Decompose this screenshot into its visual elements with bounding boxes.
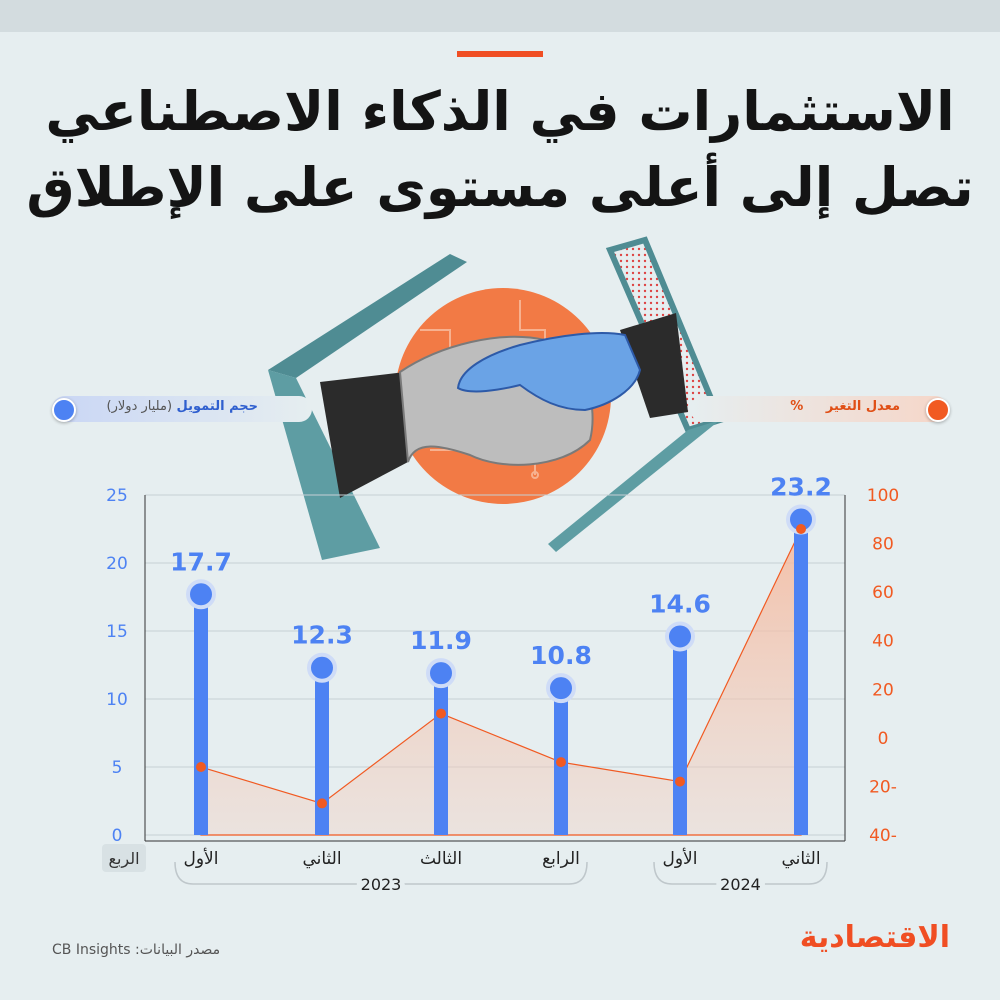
change-rate-point [317, 798, 327, 809]
funding-bar-cap [426, 658, 456, 689]
left-tick-label: 25 [106, 486, 128, 506]
top-bar [0, 0, 1000, 32]
change-rate-points [196, 524, 806, 809]
left-tick-label: 20 [106, 554, 128, 574]
funding-bar [673, 636, 687, 835]
change-legend-label: معدل التغير [825, 399, 900, 414]
change-rate-area [200, 528, 802, 836]
funding-bar-cap [665, 621, 695, 652]
right-tick-label: 0 [878, 729, 889, 749]
year-groups: 2023 2024 [174, 861, 828, 899]
title-line-1: الاستثمارات في الذكاء الاصطناعي [45, 80, 955, 143]
left-laptop-screen [268, 254, 467, 378]
change-legend: معدل التغير % [740, 399, 900, 414]
title-accent-line [457, 51, 543, 57]
right-laptop-base [548, 420, 720, 552]
bar-value-label: 12.3 [291, 621, 353, 650]
title-line-2: تصل إلى أعلى مستوى على الإطلاق [26, 156, 974, 219]
funding-bar-cap [307, 652, 337, 683]
handshake-illustration [268, 236, 725, 560]
year-label: 2023 [361, 875, 402, 894]
bar-value-label: 17.7 [170, 547, 232, 576]
change-rate-point [196, 762, 206, 772]
left-tick-label: 10 [106, 690, 128, 710]
funding-legend: حجم التمويل (مليار دولار) [88, 399, 258, 414]
right-tick-label: 20- [869, 777, 897, 797]
funding-legend-dot-icon [52, 398, 76, 422]
bar-value-labels: 17.7 12.3 11.9 10.8 14.6 23.2 [170, 472, 832, 670]
left-tick-label: 5 [112, 758, 123, 778]
right-tick-label: 80 [872, 535, 894, 555]
quarter-labels: الأول الثاني الثالث الرابع الأول الثاني [184, 848, 821, 869]
funding-bar [794, 519, 808, 835]
change-legend-dot-icon [926, 398, 950, 422]
year-bracket [174, 861, 588, 885]
left-tick-label: 15 [106, 622, 128, 642]
funding-bar [315, 667, 329, 835]
funding-bar [434, 673, 448, 835]
change-legend-pill [690, 396, 948, 422]
right-tick-label: 20 [872, 680, 894, 700]
quarter-axis-label: الربع [108, 849, 139, 869]
left-axis: 0 5 10 15 20 25 [106, 486, 128, 846]
robot-hand [456, 332, 642, 412]
right-tick-label: 40 [872, 632, 894, 652]
right-axis: 40- 20- 0 20 40 60 80 100 [867, 486, 899, 846]
data-source: مصدر البيانات: CB Insights [52, 942, 221, 958]
quarter-axis-label-box [102, 844, 146, 872]
funding-bars [186, 504, 816, 835]
bar-value-label: 11.9 [410, 626, 472, 655]
quarter-label: الثاني [302, 849, 341, 869]
bar-value-label: 23.2 [770, 472, 832, 501]
funding-legend-unit: (مليار دولار) [106, 399, 173, 414]
bar-value-label: 10.8 [530, 641, 592, 670]
human-sleeve [320, 372, 408, 498]
funding-bar-cap [186, 579, 216, 610]
left-tick-label: 0 [112, 826, 123, 846]
funding-legend-label: حجم التمويل [176, 399, 258, 414]
funding-bar [194, 594, 208, 835]
bar-value-label: 14.6 [649, 589, 711, 618]
change-rate-point [675, 776, 685, 787]
funding-bar-cap [546, 673, 576, 704]
funding-legend-pill [52, 396, 312, 422]
year-bracket [653, 861, 828, 885]
right-tick-label: 60 [872, 583, 894, 603]
robot-sleeve [620, 313, 688, 418]
quarter-label: الأول [184, 848, 219, 869]
change-rate-point [796, 524, 806, 534]
page-title: الاستثمارات في الذكاء الاصطناعي تصل إلى … [20, 74, 980, 226]
quarter-label: الثاني [781, 849, 820, 869]
year-label: 2024 [720, 875, 761, 894]
publisher-logo: الاقتصادية [799, 920, 950, 955]
quarter-label: الثالث [420, 849, 462, 869]
quarter-label: الرابع [542, 849, 580, 869]
right-tick-label: 40- [869, 826, 897, 846]
change-rate-point [556, 757, 566, 768]
change-rate-point [436, 708, 446, 719]
quarter-label: الأول [663, 848, 698, 869]
change-legend-unit: % [790, 399, 804, 414]
right-tick-label: 100 [867, 486, 899, 506]
